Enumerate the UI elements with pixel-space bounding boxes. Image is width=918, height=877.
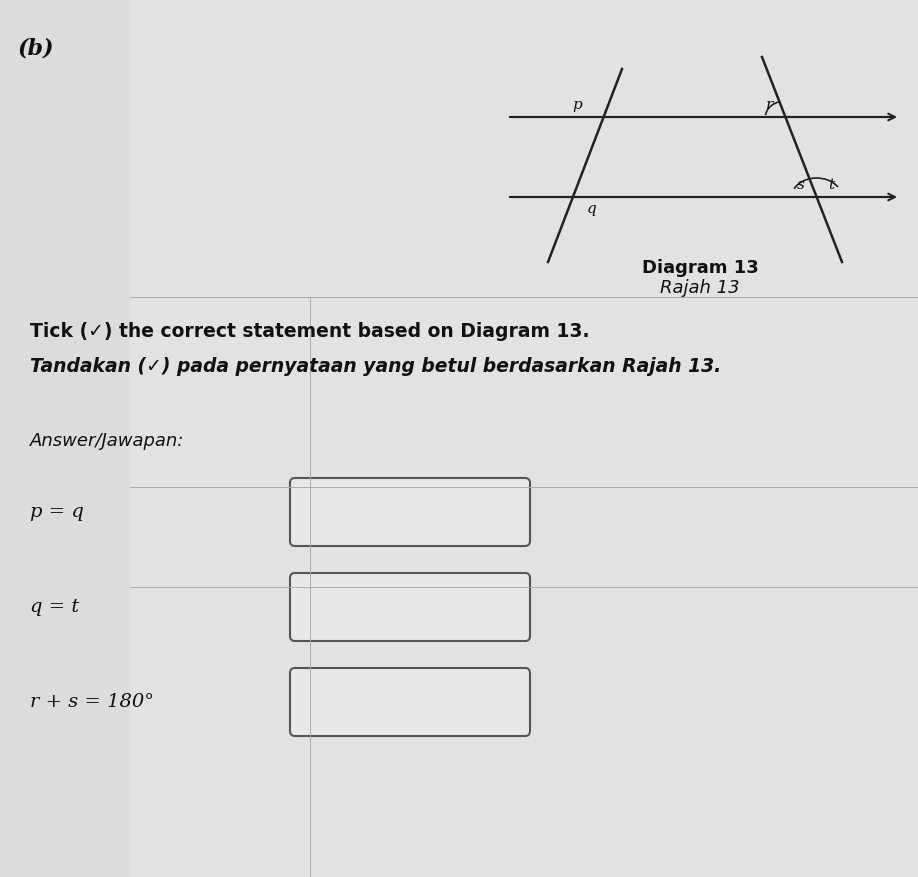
Text: (b): (b) — [18, 37, 54, 59]
Text: r + s = 180°: r + s = 180° — [30, 693, 154, 711]
FancyBboxPatch shape — [290, 668, 530, 736]
Text: Tandakan (✓) pada pernyataan yang betul berdasarkan Rajah 13.: Tandakan (✓) pada pernyataan yang betul … — [30, 357, 722, 376]
FancyBboxPatch shape — [130, 0, 918, 877]
Text: Answer/Jawapan:: Answer/Jawapan: — [30, 432, 185, 450]
Text: q = t: q = t — [30, 598, 79, 616]
Text: p = q: p = q — [30, 503, 84, 521]
Text: Tick (✓) the correct statement based on Diagram 13.: Tick (✓) the correct statement based on … — [30, 322, 589, 341]
FancyBboxPatch shape — [290, 573, 530, 641]
FancyBboxPatch shape — [290, 478, 530, 546]
Text: p: p — [572, 98, 582, 112]
Text: s: s — [797, 178, 805, 192]
Text: Rajah 13: Rajah 13 — [660, 279, 740, 297]
Text: Diagram 13: Diagram 13 — [642, 259, 758, 277]
Text: r: r — [767, 98, 773, 112]
Text: t: t — [829, 178, 834, 192]
Text: q: q — [587, 202, 597, 216]
